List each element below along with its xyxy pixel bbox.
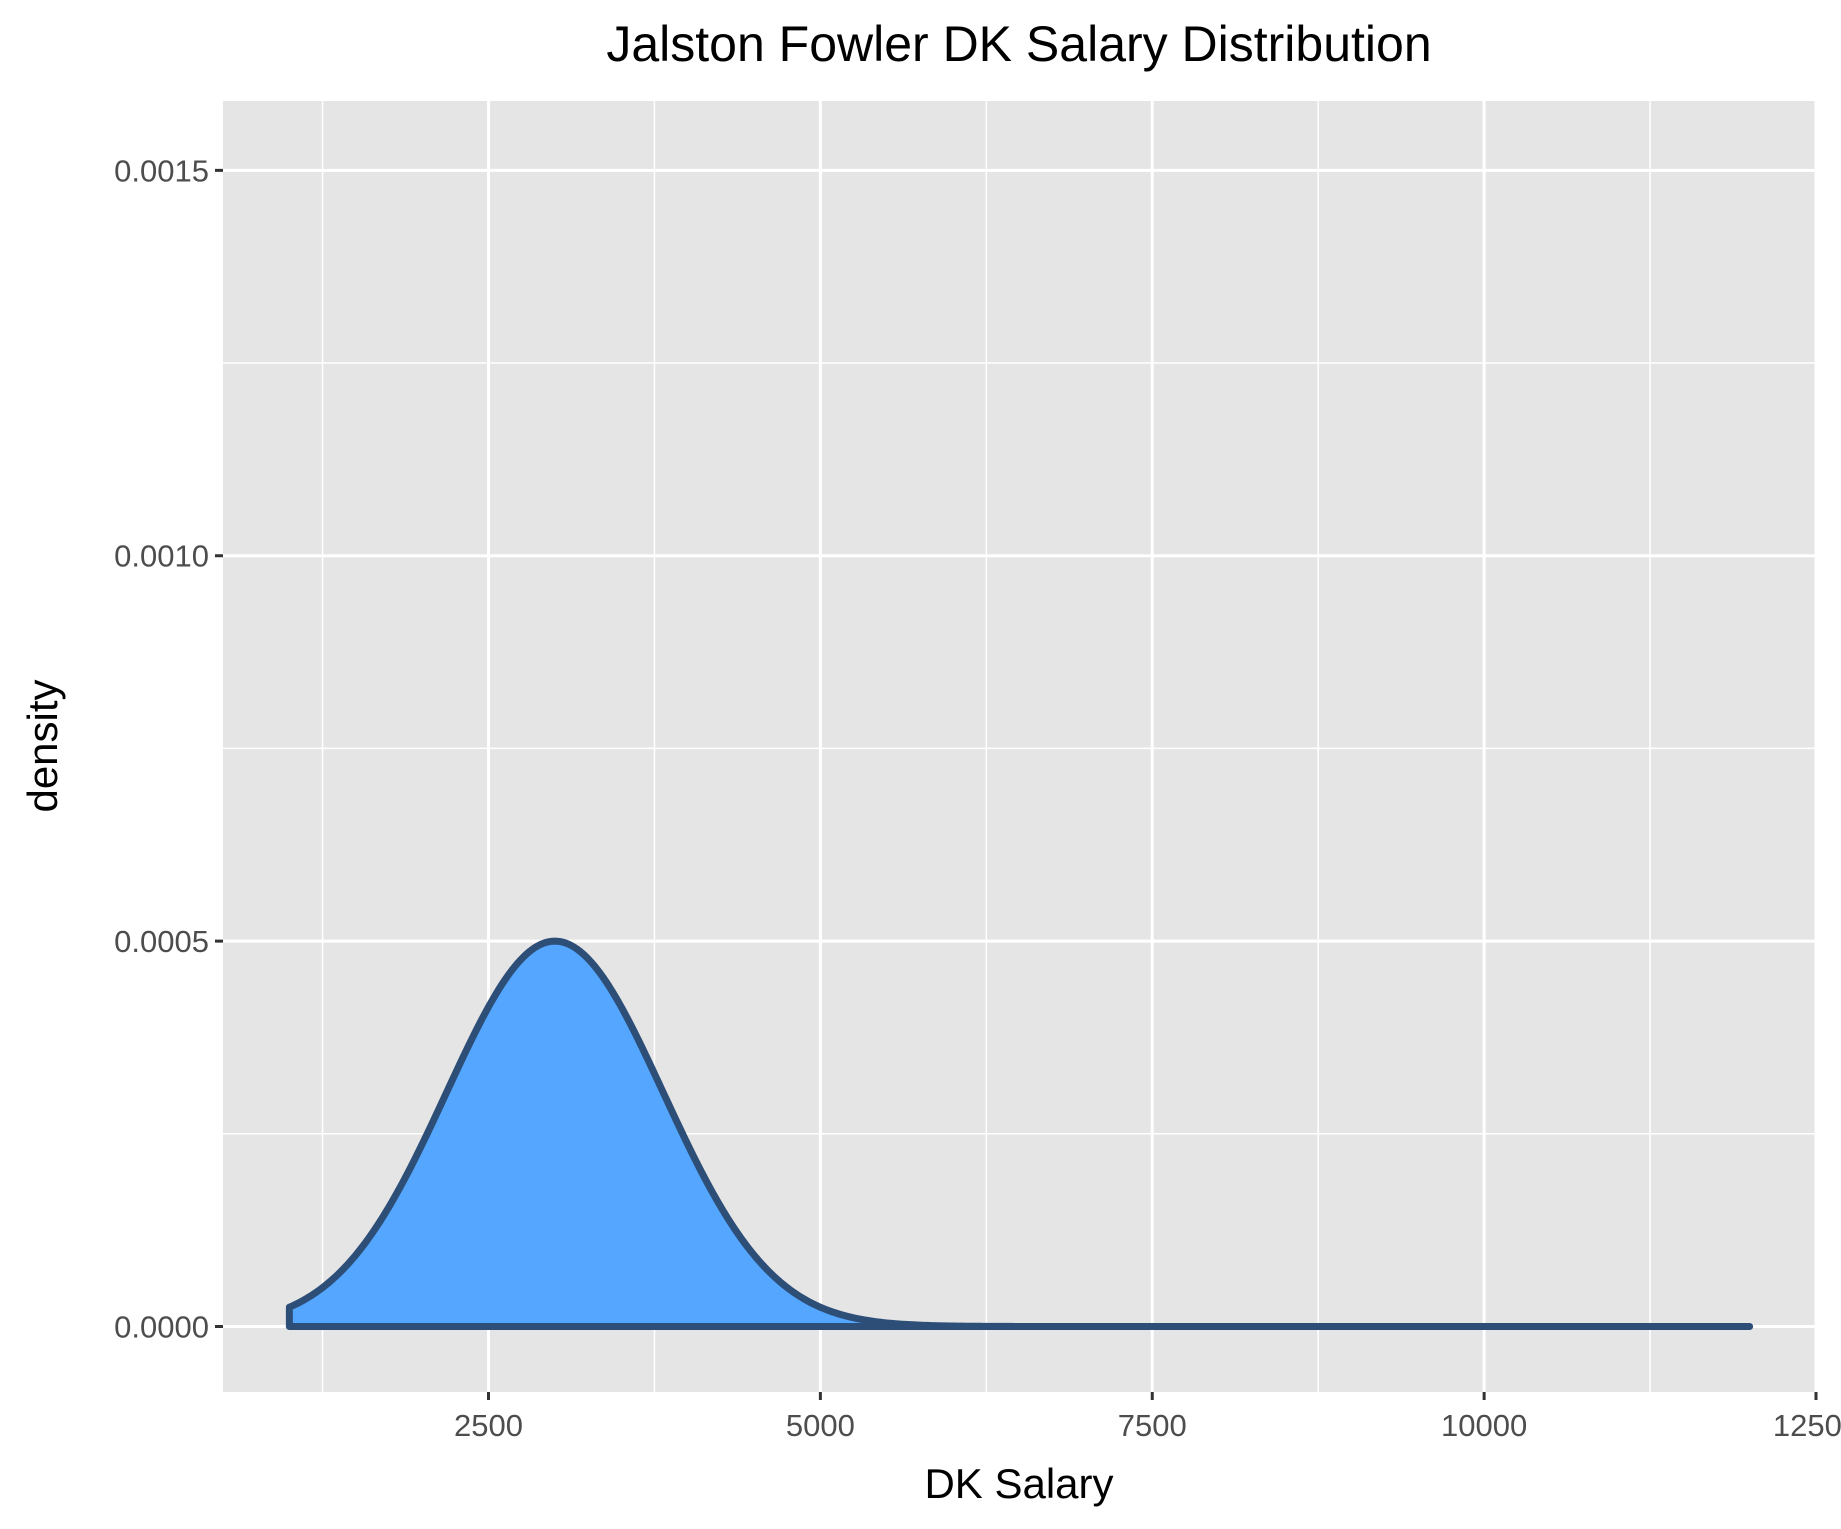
y-tick-label: 0.0010 xyxy=(114,539,209,574)
x-axis-title: DK Salary xyxy=(924,1460,1113,1507)
x-tick-label: 10000 xyxy=(1441,1408,1527,1443)
x-tick-label: 7500 xyxy=(1118,1408,1187,1443)
y-axis: 0.0000 0.0005 0.0010 0.0015 xyxy=(114,153,223,1344)
x-tick-label: 5000 xyxy=(786,1408,855,1443)
y-axis-title: density xyxy=(19,679,66,812)
y-tick-label: 0.0005 xyxy=(114,924,209,959)
x-tick-label: 2500 xyxy=(454,1408,523,1443)
density-line xyxy=(285,937,1754,1330)
density-area xyxy=(289,941,1750,1327)
y-tick-label: 0.0000 xyxy=(114,1309,209,1344)
y-tick-label: 0.0015 xyxy=(114,153,209,188)
chart-title: Jalston Fowler DK Salary Distribution xyxy=(606,16,1431,72)
